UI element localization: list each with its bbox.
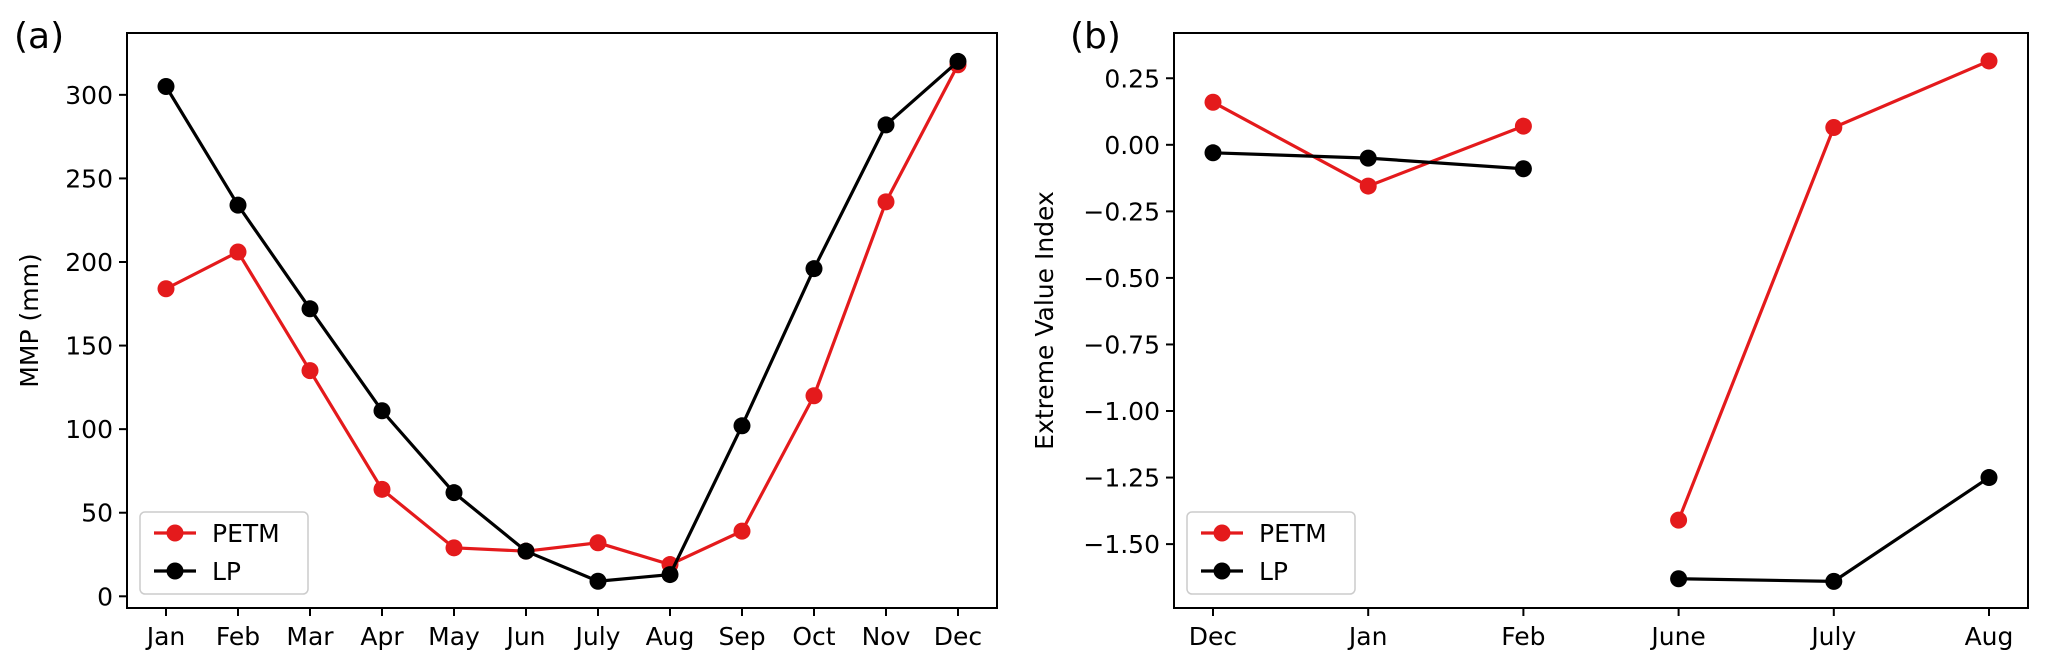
data-point (877, 116, 895, 134)
series-lp (157, 52, 967, 590)
data-point (301, 362, 319, 380)
y-axis-label: Extreme Value Index (1030, 191, 1059, 450)
x-tick-label: Nov (862, 622, 911, 651)
y-tick-label: −1.25 (1083, 464, 1160, 493)
y-tick-label: 150 (65, 332, 113, 361)
data-point (1359, 177, 1377, 195)
x-tick-label: Feb (1501, 622, 1545, 651)
x-tick-label: July (1809, 622, 1856, 651)
data-point (805, 387, 823, 405)
data-point (1204, 144, 1222, 162)
x-tick-label: Aug (1965, 622, 2014, 651)
legend-marker (1213, 524, 1231, 542)
x-tick-label: June (1649, 622, 1705, 651)
data-point (805, 260, 823, 278)
panel-label: (a) (14, 16, 64, 57)
data-point (1514, 160, 1532, 178)
data-point (373, 480, 391, 498)
x-tick-label: Oct (792, 622, 835, 651)
y-tick-label: 200 (65, 248, 113, 277)
x-tick-label: Jan (1347, 622, 1388, 651)
data-point (229, 243, 247, 261)
axes-frame (126, 32, 998, 609)
data-point (661, 566, 679, 584)
data-point (157, 77, 175, 95)
data-point (733, 522, 751, 540)
x-tick-label: Sep (718, 622, 765, 651)
y-tick-label: 300 (65, 81, 113, 110)
series-line (1678, 476, 1990, 583)
legend-marker (166, 524, 184, 542)
data-point (733, 417, 751, 435)
panel-b: (b) 0.25 0.00 −0.25 −0.50 −0.75 −1.00 −1.25 −1.5… (1030, 16, 2029, 651)
series-line (1212, 100, 1524, 188)
data-point (589, 572, 607, 590)
x-tick-label: Dec (934, 622, 982, 651)
data-point (157, 280, 175, 298)
series-line (164, 60, 960, 583)
data-point (1670, 511, 1688, 529)
y-tick-label: −1.50 (1083, 530, 1160, 559)
panel-label: (b) (1070, 16, 1121, 57)
data-point (229, 196, 247, 214)
y-tick-label: 250 (65, 164, 113, 193)
data-point (1980, 52, 1998, 70)
series-petm (1204, 52, 1998, 529)
panel-a: (a) 0 50 100 150 200 250 300 Jan Feb Mar Apr May Jun J… (14, 16, 998, 651)
y-tick-label: 50 (81, 499, 113, 528)
series-line (165, 64, 960, 567)
data-point (1980, 469, 1998, 487)
legend-label: LP (1259, 557, 1288, 586)
data-point (877, 193, 895, 211)
series-lp (1204, 144, 1998, 590)
y-tick-label: −0.25 (1083, 197, 1160, 226)
data-point (373, 402, 391, 420)
axes-frame (1173, 32, 2029, 609)
series-petm (157, 56, 967, 574)
legend-marker (166, 562, 184, 580)
data-point (1825, 572, 1843, 590)
y-tick-label: 100 (65, 415, 113, 444)
data-point (445, 484, 463, 502)
x-tick-label: Jan (145, 622, 186, 651)
data-point (1359, 149, 1377, 167)
x-tick-label: Feb (216, 622, 260, 651)
x-tick-label: Jun (504, 622, 545, 651)
legend-label: LP (212, 557, 241, 586)
legend-label: PETM (212, 519, 280, 548)
legend-label: PETM (1259, 519, 1327, 548)
y-tick-label: −1.00 (1083, 397, 1160, 426)
data-point (1514, 117, 1532, 135)
y-tick-label: −0.75 (1083, 330, 1160, 359)
data-point (1204, 93, 1222, 111)
y-tick-label: 0.00 (1104, 131, 1160, 160)
data-point (517, 542, 535, 560)
data-point (301, 300, 319, 318)
x-tick-label: July (574, 622, 621, 651)
y-tick-label: −0.50 (1083, 264, 1160, 293)
data-point (949, 52, 967, 70)
x-tick-label: Apr (360, 622, 404, 651)
x-tick-label: Aug (646, 622, 695, 651)
data-point (1670, 570, 1688, 588)
legend-marker (1213, 562, 1231, 580)
y-axis-label: MMP (mm) (15, 253, 44, 387)
data-point (1825, 119, 1843, 137)
data-point (589, 534, 607, 552)
x-tick-label: May (428, 622, 480, 651)
legend: PETM LP (139, 511, 309, 595)
legend: PETM LP (1186, 511, 1356, 595)
y-tick-label: 0 (97, 582, 113, 611)
x-tick-label: Dec (1189, 622, 1237, 651)
x-tick-label: Mar (286, 622, 334, 651)
y-tick-label: 0.25 (1104, 64, 1160, 93)
data-point (445, 539, 463, 557)
